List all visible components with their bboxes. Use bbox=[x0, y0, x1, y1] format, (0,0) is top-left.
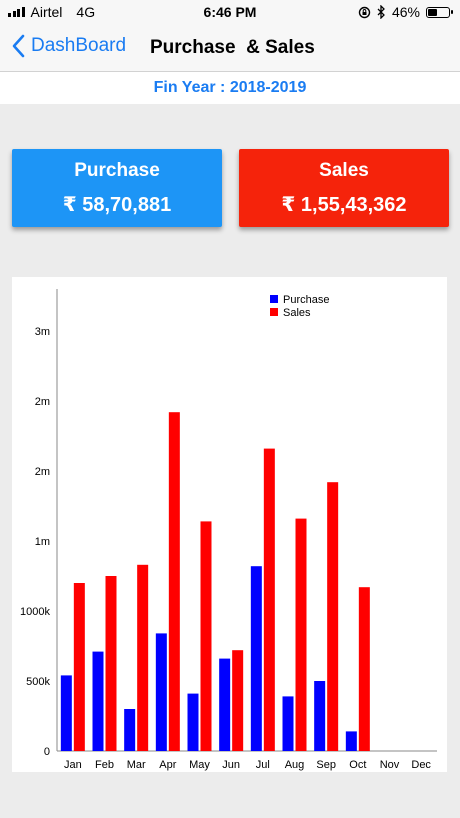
x-tick-label: Oct bbox=[349, 759, 366, 771]
x-tick-label: Mar bbox=[127, 759, 146, 771]
x-tick-label: May bbox=[189, 759, 210, 771]
status-time: 6:46 PM bbox=[203, 4, 257, 20]
chart-panel: 0 500k 1000k 1m 2m 2m 3m Jan Feb Mar Apr May Jun Jul A… bbox=[12, 277, 447, 772]
status-right-group: 46% bbox=[358, 4, 453, 20]
sales-bar-apr bbox=[168, 412, 180, 751]
x-tick-label: Nov bbox=[380, 759, 400, 771]
sales-bar-jan bbox=[73, 583, 85, 751]
sales-bar-may bbox=[200, 521, 212, 751]
x-tick-label: Sep bbox=[316, 759, 336, 771]
purchase-bar-mar bbox=[124, 709, 136, 751]
sales-card-amount: ₹ 1,55,43,362 bbox=[281, 194, 407, 216]
rotation-lock-icon bbox=[358, 6, 371, 18]
y-tick-label: 3m bbox=[35, 326, 50, 338]
purchase-bar-feb bbox=[92, 651, 104, 751]
legend-label-sales: Sales bbox=[283, 307, 311, 319]
sales-bar-mar bbox=[137, 564, 149, 751]
purchase-bar-jul bbox=[250, 566, 262, 751]
chevron-left-icon bbox=[12, 34, 25, 58]
bluetooth-icon bbox=[377, 5, 385, 19]
x-tick-label: Aug bbox=[285, 759, 305, 771]
sales-card[interactable]: Sales ₹ 1,55,43,362 bbox=[239, 149, 449, 227]
purchase-card-title: Purchase bbox=[74, 160, 160, 181]
x-tick-label: Jul bbox=[256, 759, 270, 771]
y-tick-label: 0 bbox=[44, 746, 50, 758]
navigation-bar: DashBoard Purchase & Sales bbox=[0, 24, 460, 72]
status-bar: Airtel 4G 6:46 PM 46% bbox=[0, 0, 460, 24]
x-tick-label: Feb bbox=[95, 759, 114, 771]
fin-year-label: Fin Year : 2018-2019 bbox=[0, 72, 460, 104]
y-tick-label: 1000k bbox=[20, 606, 50, 618]
x-tick-label: Jan bbox=[64, 759, 82, 771]
purchase-card-amount: ₹ 58,70,881 bbox=[62, 194, 172, 216]
y-tick-label: 500k bbox=[26, 676, 50, 688]
carrier-group: Airtel 4G bbox=[8, 4, 95, 20]
sales-bar-oct bbox=[358, 587, 370, 751]
purchase-bar-jan bbox=[60, 675, 72, 751]
back-button-label: DashBoard bbox=[31, 35, 127, 56]
legend-swatch-sales bbox=[270, 308, 278, 316]
sales-bar-jun bbox=[232, 650, 244, 751]
purchase-sales-bar-chart: 0 500k 1000k 1m 2m 2m 3m Jan Feb Mar Apr May Jun Jul A… bbox=[20, 289, 437, 771]
page-title: Purchase & Sales bbox=[150, 37, 315, 58]
signal-icon bbox=[8, 7, 25, 17]
purchase-bar-sep bbox=[314, 681, 326, 751]
legend-label-purchase: Purchase bbox=[283, 294, 329, 306]
battery-percent: 46% bbox=[391, 4, 420, 20]
sales-bar-sep bbox=[327, 482, 339, 751]
x-tick-label: Jun bbox=[222, 759, 240, 771]
purchase-bar-aug bbox=[282, 696, 294, 751]
sales-bar-feb bbox=[105, 576, 117, 751]
purchase-card[interactable]: Purchase ₹ 58,70,881 bbox=[12, 149, 222, 227]
purchase-bar-jun bbox=[219, 658, 231, 751]
sales-card-title: Sales bbox=[319, 160, 369, 181]
legend-swatch-purchase bbox=[270, 295, 278, 303]
battery-icon bbox=[426, 6, 453, 18]
back-button[interactable]: DashBoard bbox=[10, 34, 126, 58]
x-tick-label: Dec bbox=[411, 759, 431, 771]
sales-bar-jul bbox=[263, 448, 275, 751]
y-tick-label: 2m bbox=[35, 396, 50, 408]
sales-bar-aug bbox=[295, 518, 307, 751]
y-tick-label: 1m bbox=[35, 536, 50, 548]
purchase-bar-apr bbox=[155, 633, 167, 751]
carrier-name: Airtel bbox=[30, 4, 63, 20]
y-tick-label: 2m bbox=[35, 466, 50, 478]
network-type: 4G bbox=[76, 4, 96, 20]
x-tick-label: Apr bbox=[159, 759, 176, 771]
purchase-bar-oct bbox=[345, 731, 357, 751]
purchase-bar-may bbox=[187, 693, 199, 751]
